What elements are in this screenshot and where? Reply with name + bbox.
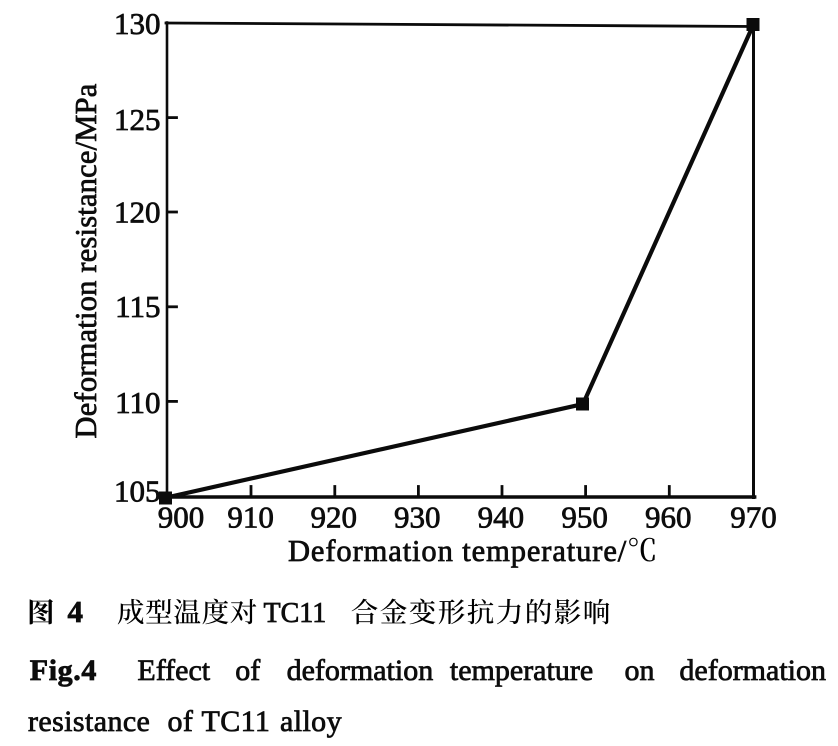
svg-text:Fig.4: Fig.4 bbox=[30, 654, 97, 687]
svg-text:on: on bbox=[625, 654, 655, 687]
svg-text:920: 920 bbox=[311, 500, 358, 535]
svg-text:temperature: temperature bbox=[450, 654, 593, 687]
svg-text:Deformation resistance/MPa: Deformation resistance/MPa bbox=[69, 83, 103, 438]
svg-text:110: 110 bbox=[115, 385, 160, 420]
svg-text:910: 910 bbox=[227, 500, 274, 535]
svg-text:TC11: TC11 bbox=[264, 598, 327, 629]
svg-text:of: of bbox=[235, 654, 260, 687]
svg-text:4: 4 bbox=[68, 594, 84, 629]
svg-text:130: 130 bbox=[114, 6, 161, 41]
svg-text:of: of bbox=[168, 705, 194, 738]
svg-text:alloy: alloy bbox=[280, 705, 342, 738]
svg-text:900: 900 bbox=[158, 500, 205, 535]
svg-text:TC11: TC11 bbox=[202, 705, 271, 738]
svg-text:115: 115 bbox=[115, 289, 160, 324]
svg-text:resistance: resistance bbox=[28, 705, 150, 738]
svg-text:940: 940 bbox=[478, 500, 525, 535]
svg-text:970: 970 bbox=[730, 500, 777, 535]
svg-text:deformation: deformation bbox=[679, 654, 826, 687]
svg-text:deformation: deformation bbox=[287, 654, 434, 687]
svg-text:Deformation temperature/: Deformation temperature/ bbox=[288, 534, 627, 568]
svg-text:125: 125 bbox=[114, 102, 161, 137]
svg-text:950: 950 bbox=[561, 500, 608, 535]
svg-text:960: 960 bbox=[645, 500, 692, 535]
svg-text:930: 930 bbox=[394, 500, 441, 535]
svg-text:105: 105 bbox=[114, 474, 161, 509]
svg-text:Effect: Effect bbox=[137, 654, 210, 687]
svg-text:120: 120 bbox=[114, 195, 161, 230]
